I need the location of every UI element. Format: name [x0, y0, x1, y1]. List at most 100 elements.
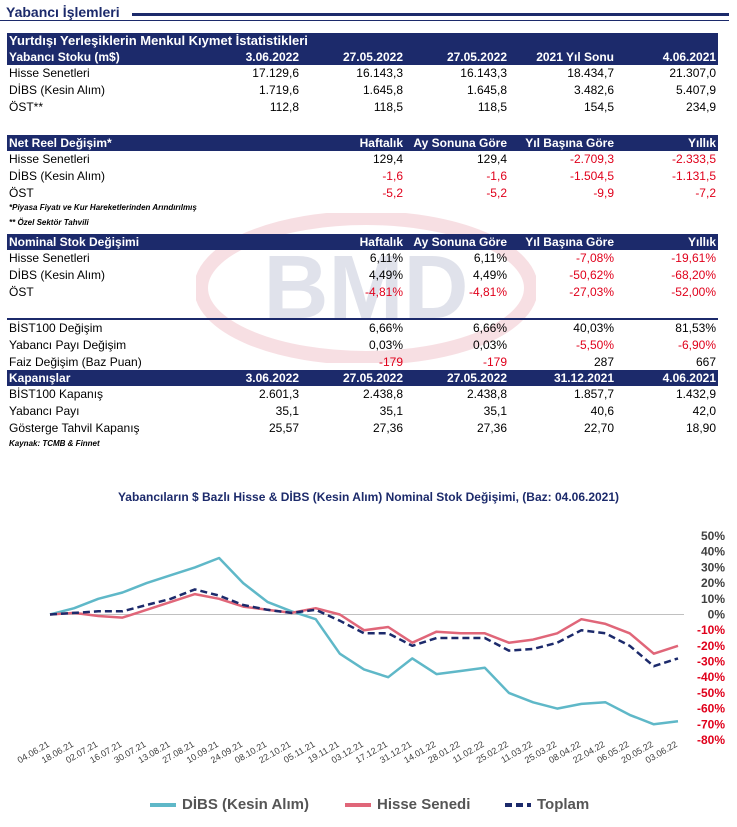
table-cell: 35,1 [379, 404, 403, 418]
header-cell: 4.06.2021 [616, 49, 719, 65]
row-label: DİBS (Kesin Alım) [9, 169, 106, 183]
table-row: DİBS (Kesin Alım) -1,6 -1,6 -1.504,5 -1.131,… [7, 168, 718, 185]
table-cell: 40,03% [573, 321, 614, 335]
table-cell: -4,81% [364, 285, 403, 299]
table-cell: 18,90 [685, 421, 716, 435]
row-label: DİBS (Kesin Alım) [9, 83, 106, 97]
header-cell: Yıl Başına Göre [509, 234, 616, 250]
table-cell: 129,4 [372, 152, 403, 166]
y-tick-label: -40% [697, 670, 725, 684]
chart-legend: DİBS (Kesin Alım) Hisse Senedi Toplam [0, 796, 737, 820]
table-row: DİBS (Kesin Alım) 4,49% 4,49% -50,62% -68,20… [7, 267, 718, 284]
title-rule-thin [0, 20, 729, 21]
y-tick-label: 50% [701, 529, 725, 543]
nominal-header-row: Nominal Stok Değişimi Haftalık Ay Sonuna… [7, 234, 718, 250]
table-cell: 2.601,3 [258, 387, 299, 401]
securities-statistics-table: Yurtdışı Yerleşiklerin Menkul Kıymet İst… [7, 33, 719, 116]
y-tick-label: -30% [697, 655, 725, 669]
table-cell: 118,5 [477, 100, 507, 114]
table-cell: 2.438,8 [362, 387, 403, 401]
legend-swatch [505, 802, 531, 807]
table-cell: -1.131,5 [671, 169, 716, 183]
header-cell: Haftalık [199, 135, 405, 151]
table-cell: -27,03% [569, 285, 614, 299]
table-cell: 17.129,6 [252, 66, 299, 80]
footnote: *Piyasa Fiyatı ve Kur Hareketlerinden Ar… [9, 203, 197, 212]
header-cell: Net Reel Değişim* [7, 135, 199, 151]
header-cell: Kapanışlar [7, 370, 199, 386]
row-label: Hisse Senetleri [9, 66, 90, 80]
stok-header-row: Yabancı Stoku (m$) 3.06.2022 27.05.2022 … [7, 49, 719, 65]
legend-swatch [345, 802, 371, 807]
y-tick-label: -60% [697, 702, 725, 716]
table-cell: 667 [695, 355, 716, 369]
table-row: Yabancı Payı Değişim 0,03% 0,03% -5,50% -6,9… [7, 337, 718, 354]
table-cell: 27,36 [476, 421, 507, 435]
row-label: BİST100 Değişim [9, 321, 103, 335]
table-cell: -52,00% [671, 285, 716, 299]
header-cell: Yıl Başına Göre [509, 135, 616, 151]
row-label: Faiz Değişim (Baz Puan) [9, 355, 142, 369]
header-cell: 4.06.2021 [616, 370, 718, 386]
header-cell: 31.12.2021 [509, 370, 616, 386]
table-cell: -1,6 [486, 169, 507, 183]
table-cell: -2.333,5 [671, 152, 716, 166]
table-row: DİBS (Kesin Alım) 1.719,6 1.645,8 1.645,8 3.… [7, 82, 718, 99]
y-tick-label: 20% [701, 576, 725, 590]
table-cell: -5,2 [382, 186, 403, 200]
table-cell: 287 [593, 355, 614, 369]
table-cell: 16.143,3 [460, 66, 507, 80]
table-cell: 118,5 [373, 100, 403, 114]
row-label: Hisse Senetleri [9, 152, 90, 166]
table-cell: -50,62% [569, 268, 614, 282]
footnote: ** Özel Sektör Tahvili [9, 218, 89, 227]
table-row: ÖST -5,2 -5,2 -9,9 -7,2 [7, 185, 718, 202]
header-cell: Nominal Stok Değişimi [7, 234, 199, 250]
row-label: Gösterge Tahvil Kapanış [9, 421, 140, 435]
table-cell: 3.482,6 [573, 83, 614, 97]
table-cell: -4,81% [468, 285, 507, 299]
table-cell: -7,2 [695, 186, 716, 200]
table-row: BİST100 Kapanış 2.601,3 2.438,8 2.438,8 1.85… [7, 386, 718, 403]
y-tick-label: 30% [701, 560, 725, 574]
reel-header-row: Net Reel Değişim* Haftalık Ay Sonuna Gör… [7, 135, 718, 151]
table-cell: 4,49% [368, 268, 403, 282]
table-cell: -9,9 [593, 186, 614, 200]
closing-table: Kapanışlar 3.06.2022 27.05.2022 27.05.20… [7, 370, 718, 437]
table-cell: 42,0 [692, 404, 716, 418]
row-label: ÖST** [9, 100, 44, 114]
table-cell: 18.434,7 [567, 66, 614, 80]
y-tick-label: -20% [697, 639, 725, 653]
legend-label: Toplam [537, 796, 590, 813]
table-cell: 81,53% [675, 321, 716, 335]
table-cell: 234,9 [686, 100, 717, 114]
source-note: Kaynak: TCMB & Finnet [9, 439, 100, 448]
table-row: Hisse Senetleri 17.129,6 16.143,3 16.143,3 1… [7, 65, 718, 82]
header-cell: Haftalık [199, 234, 405, 250]
header-cell: 3.06.2022 [199, 49, 301, 65]
table-cell: 1.857,7 [573, 387, 614, 401]
legend-item-hisse: Hisse Senedi [345, 796, 470, 813]
table-cell: 112,8 [269, 100, 299, 114]
table-cell: 0,03% [472, 338, 507, 352]
table-cell: -1,6 [382, 169, 403, 183]
table-cell: 6,11% [369, 251, 403, 265]
y-tick-label: 40% [701, 545, 725, 559]
table-cell: 1.432,9 [675, 387, 716, 401]
table-cell: 5.407,9 [676, 83, 717, 97]
closing-header-row: Kapanışlar 3.06.2022 27.05.2022 27.05.20… [7, 370, 718, 386]
table-cell: -179 [482, 355, 507, 369]
y-tick-label: -50% [697, 686, 725, 700]
table-cell: 4,49% [472, 268, 507, 282]
series-line-0 [49, 556, 679, 726]
table-row: Faiz Değişim (Baz Puan) -179 -179 287 667 [7, 354, 718, 371]
series-line-2 [49, 588, 679, 668]
row-label: Yabancı Payı [9, 404, 80, 418]
table-cell: -68,20% [671, 268, 716, 282]
table-cell: 1.645,8 [362, 83, 403, 97]
table-cell: -6,90% [677, 338, 716, 352]
table-row: Gösterge Tahvil Kapanış 25,57 27,36 27,36 22… [7, 420, 718, 437]
table-cell: 129,4 [476, 152, 507, 166]
table-cell: 1.719,6 [258, 83, 299, 97]
table-cell: 27,36 [372, 421, 403, 435]
